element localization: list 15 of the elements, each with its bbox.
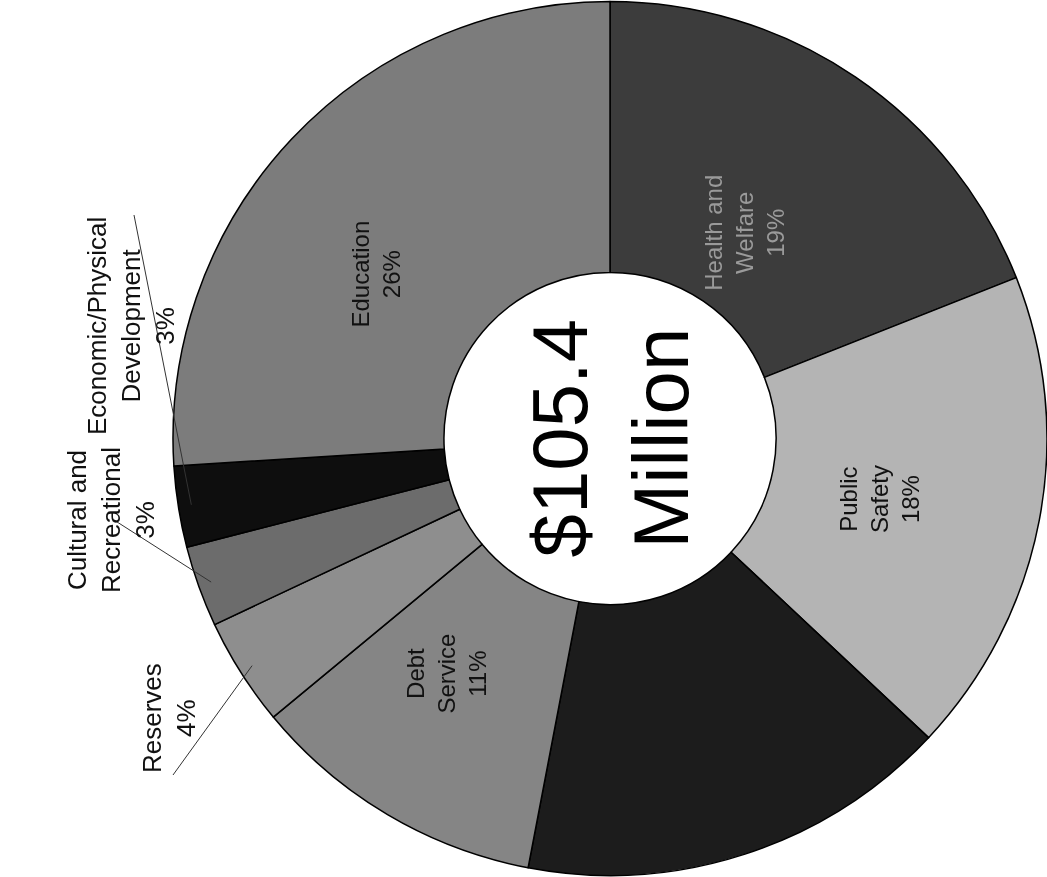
data-label: 18% [896, 475, 924, 524]
slice-label: Public Safety [834, 465, 893, 534]
slice-label: Economic/Physical Development [82, 216, 146, 435]
data-label: 3% [149, 307, 180, 345]
slice-label: Education [346, 220, 374, 328]
slice-label: Health and Welfare [699, 174, 758, 291]
data-label: 3% [129, 501, 160, 539]
data-label: 26% [377, 250, 405, 299]
data-label: 19% [762, 208, 790, 257]
slice-label: Reserves [137, 663, 167, 773]
data-label: 4% [170, 699, 201, 737]
slice-label: Cultural and Recreational [62, 447, 126, 593]
slice-label: Debt Service [402, 633, 461, 714]
text: $105.4 Million [515, 318, 705, 558]
data-label: 11% [464, 650, 492, 697]
